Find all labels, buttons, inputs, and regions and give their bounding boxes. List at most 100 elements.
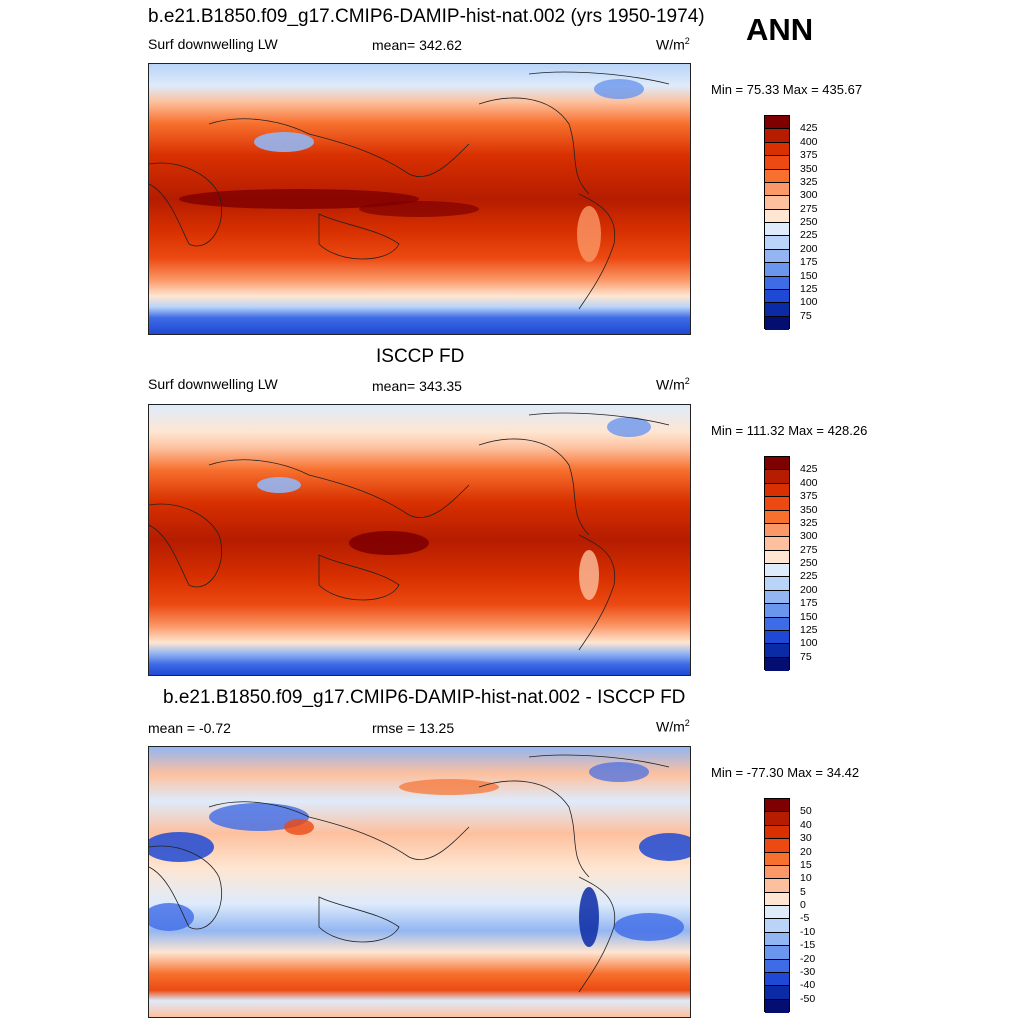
colorbar-tick-label: 275 xyxy=(800,543,818,556)
colorbar-tick-label: 350 xyxy=(800,162,818,175)
colorbar-swatch xyxy=(765,879,789,893)
colorbar-swatch xyxy=(765,276,789,290)
colorbar-tick-label: -15 xyxy=(800,939,816,952)
colorbar-tick-label: 400 xyxy=(800,135,818,148)
colorbar-swatch xyxy=(765,986,789,1000)
colorbar-swatch xyxy=(765,657,789,671)
colorbar-swatch xyxy=(765,129,789,143)
colorbar-swatch xyxy=(765,223,789,237)
colorbar-tick-label: -5 xyxy=(800,912,810,925)
colorbar-tick-label: 20 xyxy=(800,845,812,858)
panel2-variable-label: Surf downwelling LW xyxy=(148,376,278,392)
season-label: ANN xyxy=(746,12,814,47)
colorbar-tick-label: 300 xyxy=(800,530,818,543)
colorbar-swatch xyxy=(765,236,789,250)
colorbar-tick-label: 15 xyxy=(800,858,812,871)
colorbar-tick-label: 350 xyxy=(800,503,818,516)
colorbar-swatch xyxy=(765,999,789,1013)
colorbar-swatch xyxy=(765,470,789,484)
panel1-map xyxy=(148,63,691,335)
panel3-mean-label: mean = -0.72 xyxy=(148,720,231,736)
colorbar-swatch xyxy=(765,577,789,591)
colorbar-swatch xyxy=(765,550,789,564)
colorbar-tick-label: 40 xyxy=(800,818,812,831)
colorbar-tick-label: 250 xyxy=(800,557,818,569)
colorbar-tick-label: 375 xyxy=(800,149,818,162)
colorbar-swatch xyxy=(765,182,789,197)
colorbar-swatch xyxy=(765,303,789,317)
colorbar-swatch xyxy=(765,604,789,618)
colorbar-tick-label: 325 xyxy=(800,175,818,188)
colorbar-swatch xyxy=(765,537,789,551)
colorbar-tick-label: 250 xyxy=(800,216,818,228)
colorbar-tick-label: -40 xyxy=(800,979,816,992)
colorbar-tick-label: 0 xyxy=(800,899,806,911)
colorbar-tick-label: 5 xyxy=(800,885,806,898)
colorbar-tick-label: 400 xyxy=(800,476,818,489)
colorbar-tick-label: 375 xyxy=(800,490,818,503)
panel1-variable-label: Surf downwelling LW xyxy=(148,36,278,52)
colorbar-tick-label: 150 xyxy=(800,269,818,282)
panel2-title: ISCCP FD xyxy=(376,346,465,367)
panel3-colorbar-swatches xyxy=(764,798,790,1013)
panel1-minmax: Min = 75.33 Max = 435.67 xyxy=(711,82,863,97)
panel1-colorbar: 425 400 375 350 325 300 275 250 225 200 175 150 125 1… xyxy=(764,115,824,330)
colorbar-swatch xyxy=(765,196,789,210)
colorbar-swatch xyxy=(765,919,789,933)
colorbar-swatch xyxy=(765,263,789,277)
panel3-map xyxy=(148,746,691,1018)
colorbar-tick-label: 200 xyxy=(800,242,818,255)
colorbar-tick-label: 125 xyxy=(800,282,818,295)
colorbar-tick-label: 275 xyxy=(800,202,818,215)
colorbar-tick-label: 200 xyxy=(800,583,818,596)
panel1-colorbar-swatches xyxy=(764,115,790,330)
colorbar-tick-label: -20 xyxy=(800,952,816,965)
panel1-title: b.e21.B1850.f09_g17.CMIP6-DAMIP-hist-nat… xyxy=(148,6,705,27)
colorbar-tick-label: -30 xyxy=(800,965,816,978)
colorbar-tick-label: 300 xyxy=(800,189,818,202)
panel3-colorbar: 50 40 30 20 15 10 5 0 -5 -10 -15 -20 -30 -40 -50 xyxy=(764,798,824,1013)
colorbar-swatch xyxy=(765,209,789,223)
panel3-minmax: Min = -77.30 Max = 34.42 xyxy=(711,765,860,780)
colorbar-tick-label: 75 xyxy=(800,650,812,663)
colorbar-swatch xyxy=(765,156,789,170)
colorbar-tick-label: 225 xyxy=(800,570,818,583)
panel1-units: W/m2 xyxy=(656,36,690,53)
colorbar-swatch xyxy=(765,906,789,920)
colorbar-swatch xyxy=(765,617,789,631)
colorbar-swatch xyxy=(765,852,789,866)
colorbar-tick-label: 100 xyxy=(800,296,818,309)
panel3-title: b.e21.B1850.f09_g17.CMIP6-DAMIP-hist-nat… xyxy=(163,687,686,708)
panel3-rmse-label: rmse = 13.25 xyxy=(372,720,455,736)
panel2-mean-label: mean= 343.35 xyxy=(372,378,462,394)
colorbar-swatch xyxy=(765,946,789,960)
colorbar-swatch xyxy=(765,316,789,330)
colorbar-swatch xyxy=(765,972,789,987)
colorbar-tick-label: 10 xyxy=(800,872,812,885)
colorbar-swatch xyxy=(765,457,789,471)
colorbar-tick-label: -10 xyxy=(800,925,816,938)
colorbar-swatch xyxy=(765,812,789,826)
panel2-map xyxy=(148,404,691,676)
colorbar-tick-label: 325 xyxy=(800,516,818,529)
colorbar-tick-label: 100 xyxy=(800,637,818,650)
colorbar-swatch xyxy=(765,644,789,658)
panel2-colorbar-swatches xyxy=(764,456,790,671)
colorbar-tick-label: 175 xyxy=(800,256,818,269)
colorbar-swatch xyxy=(765,799,789,813)
colorbar-swatch xyxy=(765,892,789,906)
colorbar-swatch xyxy=(765,116,789,130)
colorbar-swatch xyxy=(765,169,789,183)
colorbar-tick-label: 50 xyxy=(800,805,812,818)
colorbar-swatch xyxy=(765,590,789,605)
colorbar-swatch xyxy=(765,630,789,645)
panel2-units: W/m2 xyxy=(656,376,690,393)
colorbar-tick-label: 425 xyxy=(800,122,818,135)
colorbar-swatch xyxy=(765,523,789,538)
panel2-colorbar: 425 400 375 350 325 300 275 250 225 200 175 150 125 1… xyxy=(764,456,824,671)
colorbar-swatch xyxy=(765,932,789,947)
colorbar-tick-label: 30 xyxy=(800,832,812,845)
colorbar-swatch xyxy=(765,564,789,578)
colorbar-tick-label: 75 xyxy=(800,309,812,322)
panel1-mean-label: mean= 342.62 xyxy=(372,37,462,53)
